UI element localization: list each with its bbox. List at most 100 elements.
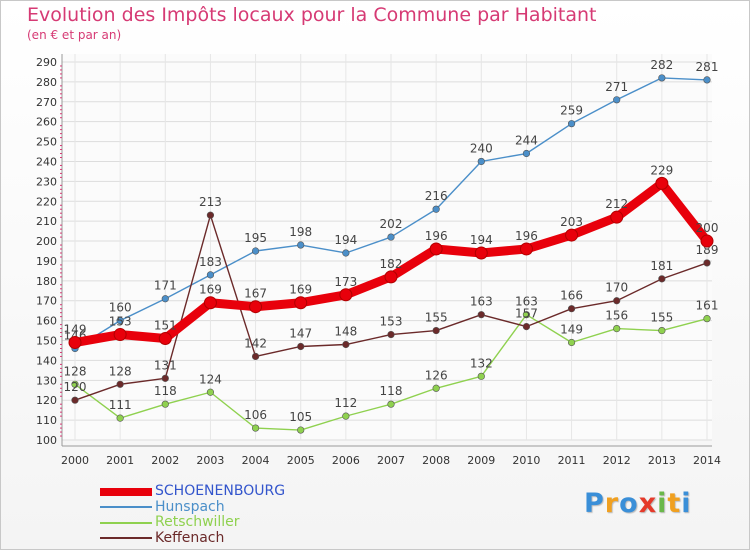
x-tick-label: 2007: [377, 454, 405, 467]
data-label: 163: [515, 295, 538, 309]
data-label: 124: [199, 372, 222, 386]
data-label: 167: [244, 287, 267, 301]
legend-label: SCHOENENBOURG: [155, 483, 286, 499]
data-label: 213: [199, 195, 222, 209]
data-label: 282: [650, 58, 673, 72]
data-label: 126: [425, 368, 448, 382]
data-point: [161, 374, 169, 382]
data-point: [610, 210, 624, 224]
y-tick-label: 220: [36, 195, 57, 208]
y-tick-label: 180: [36, 275, 57, 288]
data-point: [655, 176, 669, 190]
data-label: 163: [470, 295, 493, 309]
data-label: 194: [334, 233, 357, 247]
data-label: 259: [560, 104, 583, 118]
data-point: [432, 205, 440, 213]
data-point: [658, 275, 666, 283]
chart-legend: SCHOENENBOURG Hunspach Retschwiller Keffena…: [100, 483, 286, 546]
y-tick-label: 120: [36, 394, 57, 407]
legend-item: Hunspach: [100, 499, 285, 516]
data-label: 169: [199, 283, 222, 297]
data-point: [567, 120, 576, 128]
data-label: 155: [425, 311, 448, 325]
x-tick-label: 2010: [512, 454, 540, 467]
y-tick-label: 140: [36, 354, 57, 367]
data-point: [71, 396, 79, 404]
data-point: [519, 242, 533, 256]
data-point: [161, 400, 169, 408]
y-tick-label: 170: [36, 295, 57, 308]
data-label: 173: [334, 275, 357, 289]
data-label: 183: [199, 255, 222, 269]
data-point: [703, 315, 711, 323]
data-label: 147: [289, 326, 312, 340]
data-label: 111: [109, 398, 132, 412]
data-point: [477, 372, 485, 380]
data-point: [203, 296, 217, 310]
data-point: [703, 259, 711, 267]
data-label: 212: [605, 197, 628, 211]
data-label: 271: [605, 80, 628, 94]
data-point: [342, 249, 350, 257]
data-label: 281: [696, 60, 719, 74]
data-point: [251, 424, 260, 432]
legend-swatch: [100, 537, 152, 540]
legend-item: Retschwiller: [100, 514, 285, 531]
y-tick-label: 260: [36, 116, 57, 129]
data-label: 161: [696, 299, 719, 313]
data-point: [297, 426, 305, 434]
data-point: [384, 270, 398, 284]
data-label: 118: [154, 384, 177, 398]
x-tick-label: 2012: [603, 454, 631, 467]
data-point: [342, 340, 350, 349]
data-label: 131: [154, 358, 177, 372]
data-label: 169: [289, 283, 312, 297]
data-point: [116, 380, 124, 388]
data-point: [158, 332, 172, 346]
data-label: 105: [289, 410, 312, 424]
data-label: 149: [64, 323, 87, 337]
y-tick-label: 110: [36, 414, 57, 427]
data-label: 153: [109, 315, 132, 329]
data-point: [71, 380, 79, 388]
data-point: [387, 400, 395, 408]
data-label: 202: [380, 217, 403, 231]
data-point: [565, 228, 579, 242]
plot-area: [62, 54, 712, 440]
data-label: 120: [64, 380, 87, 394]
data-point: [703, 76, 711, 84]
data-point: [613, 96, 621, 104]
proxiti-logo: Proxiti: [584, 488, 692, 519]
data-point: [116, 317, 124, 325]
data-label: 181: [650, 259, 673, 273]
x-tick-label: 2011: [558, 454, 586, 467]
data-point: [68, 336, 82, 350]
data-point: [339, 288, 353, 302]
y-tick-label: 100: [36, 434, 57, 447]
data-label: 196: [425, 229, 448, 243]
data-label: 196: [515, 229, 538, 243]
x-tick-label: 2006: [332, 454, 360, 467]
data-label: 229: [650, 163, 673, 177]
data-label: 149: [560, 323, 583, 337]
data-point: [613, 297, 621, 305]
legend-swatch: [100, 487, 152, 496]
data-point: [432, 384, 440, 392]
data-point: [567, 338, 576, 347]
data-point: [613, 324, 621, 333]
x-tick-label: 2014: [693, 454, 721, 467]
data-label: 142: [244, 336, 267, 350]
data-point: [522, 323, 531, 331]
y-tick-label: 190: [36, 255, 57, 268]
data-point: [297, 241, 305, 249]
data-label: 112: [334, 396, 357, 410]
x-tick-label: 2009: [467, 454, 495, 467]
data-point: [116, 414, 124, 422]
data-label: 157: [515, 307, 538, 321]
data-label: 132: [470, 356, 493, 370]
data-label: 195: [244, 231, 267, 245]
x-tick-label: 2004: [242, 454, 270, 467]
data-label: 151: [154, 319, 177, 333]
data-label: 182: [380, 257, 403, 271]
